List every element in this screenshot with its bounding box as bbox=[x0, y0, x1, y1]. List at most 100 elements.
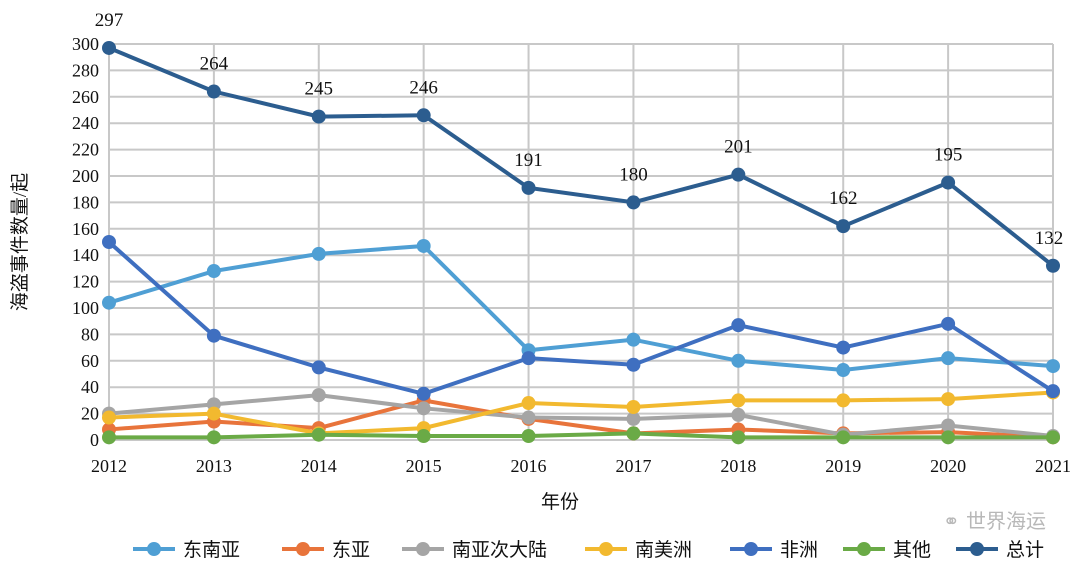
data-point bbox=[521, 429, 536, 444]
data-point bbox=[416, 108, 431, 123]
y-tick-label: 100 bbox=[72, 298, 99, 318]
legend-swatch-marker bbox=[147, 542, 161, 556]
y-tick-label: 120 bbox=[72, 272, 99, 292]
y-tick-label: 0 bbox=[90, 430, 99, 450]
data-point bbox=[941, 392, 956, 407]
y-tick-label: 20 bbox=[81, 404, 99, 424]
legend-swatch-marker bbox=[970, 542, 984, 556]
data-point bbox=[311, 388, 326, 403]
data-point bbox=[836, 393, 851, 408]
y-tick-label: 200 bbox=[72, 166, 99, 186]
data-label: 297 bbox=[95, 10, 124, 31]
legend-swatch-marker bbox=[416, 542, 430, 556]
data-point bbox=[836, 363, 851, 378]
y-tick-label: 280 bbox=[72, 60, 99, 80]
y-tick-label: 180 bbox=[72, 192, 99, 212]
x-tick-label: 2021 bbox=[1035, 456, 1071, 476]
data-point bbox=[836, 219, 851, 234]
x-tick-label: 2016 bbox=[511, 456, 547, 476]
x-tick-label: 2020 bbox=[930, 456, 966, 476]
legend-label: 南美洲 bbox=[635, 539, 692, 561]
series-line-南美洲 bbox=[108, 390, 1054, 436]
series-line-南亚次大陆 bbox=[108, 393, 1054, 439]
y-tick-label: 260 bbox=[72, 87, 99, 107]
legend-label: 东南亚 bbox=[183, 539, 240, 561]
data-point bbox=[206, 406, 221, 421]
data-point bbox=[416, 401, 431, 416]
data-point bbox=[102, 430, 116, 445]
series-line-东南亚 bbox=[108, 243, 1054, 373]
data-point bbox=[626, 426, 641, 441]
x-tick-label: 2019 bbox=[825, 456, 861, 476]
series-line-其他 bbox=[109, 431, 1053, 440]
data-point bbox=[416, 386, 431, 401]
data-point bbox=[416, 429, 431, 444]
data-point bbox=[941, 175, 956, 190]
x-tick-label: 2012 bbox=[91, 456, 127, 476]
x-tick-label: 2017 bbox=[615, 456, 651, 476]
legend-swatch-marker bbox=[296, 542, 310, 556]
y-tick-label: 300 bbox=[72, 34, 99, 54]
y-axis-label: 海盗事件数量/起 bbox=[9, 173, 31, 311]
y-tick-label: 80 bbox=[81, 324, 99, 344]
data-point bbox=[206, 84, 221, 99]
data-point bbox=[102, 235, 116, 249]
data-point bbox=[941, 430, 956, 445]
data-point bbox=[521, 351, 536, 366]
data-label: 191 bbox=[514, 150, 543, 171]
legend-label: 总计 bbox=[1006, 539, 1044, 561]
data-point bbox=[102, 295, 116, 310]
data-point bbox=[626, 400, 641, 414]
data-point bbox=[731, 318, 746, 333]
legend-swatch-marker bbox=[857, 542, 871, 556]
series-line-总计 bbox=[108, 46, 1055, 268]
data-point bbox=[102, 40, 116, 55]
data-point bbox=[102, 410, 116, 425]
data-label: 246 bbox=[409, 77, 438, 98]
data-point bbox=[206, 264, 221, 279]
data-point bbox=[941, 316, 956, 331]
x-tick-label: 2013 bbox=[196, 456, 232, 476]
data-point bbox=[731, 167, 746, 182]
data-point bbox=[521, 396, 536, 411]
data-point bbox=[731, 353, 746, 368]
y-tick-label: 240 bbox=[72, 113, 99, 133]
legend-swatch-marker bbox=[744, 542, 758, 556]
y-tick-label: 60 bbox=[81, 351, 99, 371]
data-point bbox=[311, 360, 326, 375]
data-point bbox=[206, 328, 221, 343]
data-point bbox=[521, 410, 536, 425]
y-tick-label: 220 bbox=[72, 140, 99, 160]
data-point bbox=[1046, 430, 1060, 445]
data-label: 162 bbox=[829, 188, 858, 209]
x-axis-label: 年份 bbox=[541, 491, 579, 513]
data-point bbox=[731, 430, 746, 445]
data-label: 245 bbox=[305, 79, 334, 100]
data-point bbox=[941, 418, 956, 433]
data-point bbox=[731, 393, 746, 408]
data-label: 132 bbox=[1035, 228, 1064, 249]
data-point bbox=[206, 430, 221, 445]
data-point bbox=[1046, 384, 1060, 399]
data-point bbox=[311, 109, 326, 124]
data-point bbox=[626, 332, 641, 347]
data-point bbox=[941, 351, 956, 366]
legend-label: 南亚次大陆 bbox=[452, 539, 547, 561]
data-point bbox=[836, 340, 851, 355]
x-tick-label: 2015 bbox=[406, 456, 442, 476]
y-tick-label: 140 bbox=[72, 245, 99, 265]
legend-swatch-marker bbox=[599, 542, 613, 556]
wechat-icon: ⚭ bbox=[942, 509, 966, 533]
data-point bbox=[626, 195, 641, 210]
data-label: 180 bbox=[619, 164, 648, 185]
data-point bbox=[1046, 258, 1060, 273]
y-tick-label: 160 bbox=[72, 219, 99, 239]
data-point bbox=[416, 238, 431, 253]
x-tick-label: 2018 bbox=[720, 456, 756, 476]
data-label: 195 bbox=[934, 145, 963, 166]
x-tick-label: 2014 bbox=[301, 456, 337, 476]
data-label: 201 bbox=[724, 137, 753, 158]
data-point bbox=[311, 246, 326, 261]
data-point bbox=[626, 357, 641, 372]
data-point bbox=[836, 430, 851, 445]
